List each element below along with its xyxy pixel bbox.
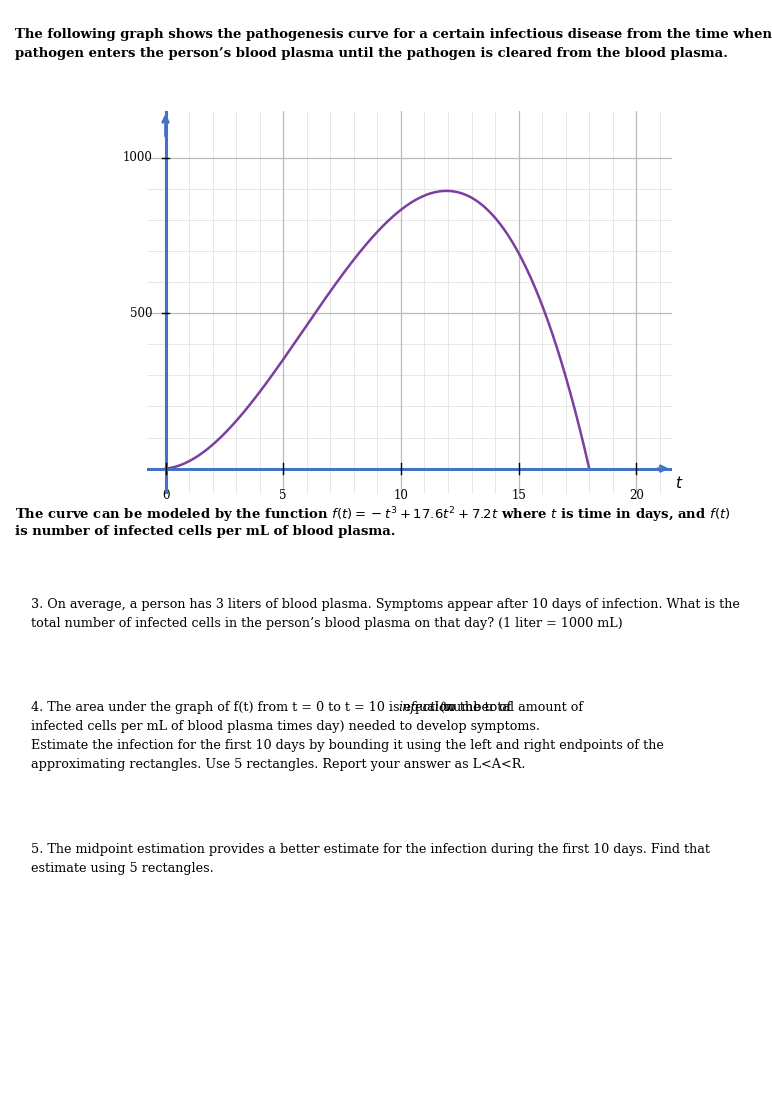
Text: 0: 0 <box>162 489 169 502</box>
Text: pathogen enters the person’s blood plasma until the pathogen is cleared from the: pathogen enters the person’s blood plasm… <box>15 47 728 60</box>
Text: 5: 5 <box>279 489 287 502</box>
Text: infection: infection <box>398 701 455 714</box>
Text: 10: 10 <box>394 489 408 502</box>
Text: estimate using 5 rectangles.: estimate using 5 rectangles. <box>31 862 214 875</box>
Text: 3. On average, a person has 3 liters of blood plasma. Symptoms appear after 10 d: 3. On average, a person has 3 liters of … <box>31 598 740 611</box>
Text: is number of infected cells per mL of blood plasma.: is number of infected cells per mL of bl… <box>15 525 396 538</box>
Text: infected cells per mL of blood plasma times day) needed to develop symptoms.: infected cells per mL of blood plasma ti… <box>31 721 540 733</box>
Text: 20: 20 <box>629 489 644 502</box>
Text: 4. The area under the graph of f(t) from t = 0 to t = 10 is equal to the total a: 4. The area under the graph of f(t) from… <box>31 701 587 714</box>
Text: Estimate the infection for the first 10 days by bounding it using the left and r: Estimate the infection for the first 10 … <box>31 739 664 752</box>
Text: The following graph shows the pathogenesis curve for a certain infectious diseas: The following graph shows the pathogenes… <box>15 28 772 41</box>
Text: The curve can be modeled by the function $f(t) = -t^3 + 17.6t^2 + 7.2t$ where $t: The curve can be modeled by the function… <box>15 506 731 526</box>
Text: $t$: $t$ <box>676 475 684 490</box>
Text: 5. The midpoint estimation provides a better estimate for the infection during t: 5. The midpoint estimation provides a be… <box>31 843 710 856</box>
Text: (number of: (number of <box>435 701 511 714</box>
Text: approximating rectangles. Use 5 rectangles. Report your answer as L<A<R.: approximating rectangles. Use 5 rectangl… <box>31 759 526 771</box>
Text: total number of infected cells in the person’s blood plasma on that day? (1 lite: total number of infected cells in the pe… <box>31 617 623 630</box>
Text: 15: 15 <box>511 489 526 502</box>
Text: 500: 500 <box>130 306 153 319</box>
Text: 1000: 1000 <box>123 151 153 164</box>
